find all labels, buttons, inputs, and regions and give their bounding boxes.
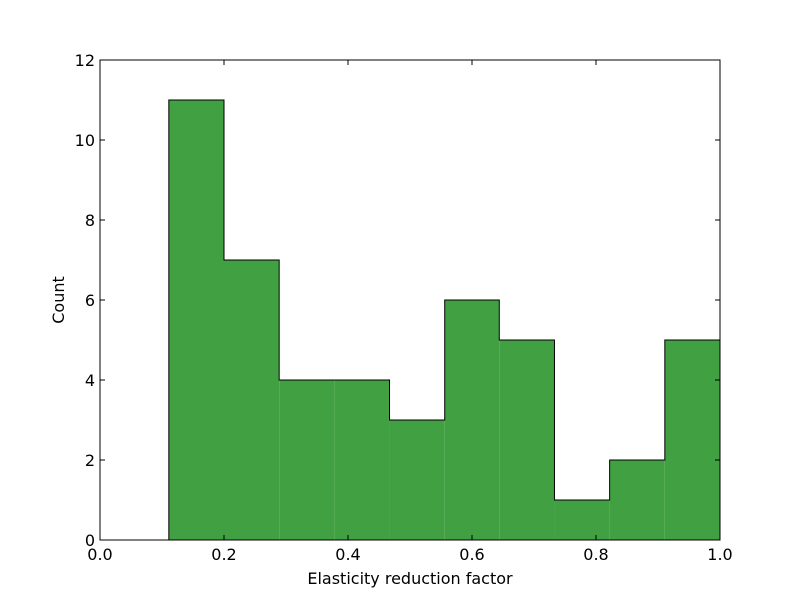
- y-tick-label: 10: [75, 131, 95, 150]
- histogram-bar: [609, 460, 665, 540]
- histogram-bar: [224, 260, 280, 540]
- histogram-bar: [279, 380, 335, 540]
- plot-frame: [99, 59, 721, 541]
- x-axis-label: Elasticity reduction factor: [307, 569, 513, 588]
- x-tick-label: 1.0: [707, 545, 732, 564]
- ticks-layer: 0.0 0.2 0.4 0.6 0.8 1.0 0 2 4 6 8 10 12: [75, 51, 733, 564]
- y-tick-label: 2: [85, 451, 95, 470]
- x-tick-label: 0.2: [211, 545, 236, 564]
- y-axis-label: Count: [49, 276, 68, 324]
- x-tick-label: 0.4: [335, 545, 360, 564]
- y-tick-label: 8: [85, 211, 95, 230]
- histogram-bar: [554, 500, 610, 540]
- histogram-outline: [168, 99, 721, 540]
- x-tick-label: 0.8: [583, 545, 608, 564]
- x-tick-label: 0.0: [87, 545, 112, 564]
- y-tick-label: 0: [85, 531, 95, 550]
- histogram-bar: [664, 340, 720, 540]
- y-tick-label: 4: [85, 371, 95, 390]
- histogram-bar: [168, 100, 224, 540]
- bars-layer: [168, 99, 721, 540]
- histogram-bar: [499, 340, 555, 540]
- y-tick-label: 6: [85, 291, 95, 310]
- x-tick-label: 0.6: [459, 545, 484, 564]
- histogram-bar: [389, 420, 445, 540]
- y-tick-label: 12: [75, 51, 95, 70]
- histogram-bar: [444, 300, 500, 540]
- histogram-bar: [334, 380, 390, 540]
